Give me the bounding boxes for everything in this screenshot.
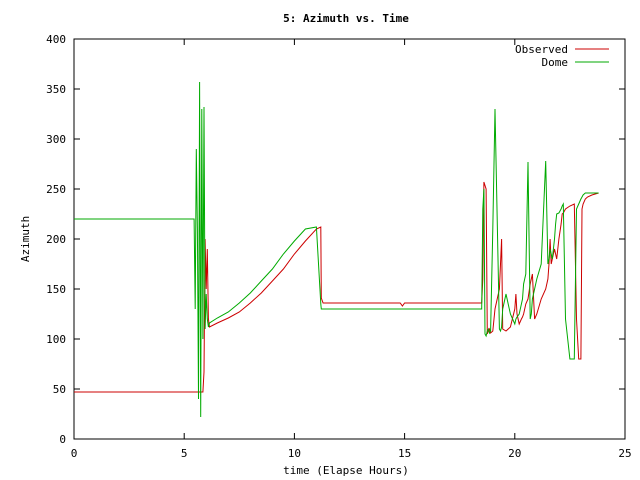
- legend-label-dome: Dome: [542, 56, 569, 69]
- x-tick-label: 15: [398, 447, 411, 460]
- x-tick-label: 25: [618, 447, 631, 460]
- y-tick-label: 400: [46, 33, 66, 46]
- chart-title: 5: Azimuth vs. Time: [283, 12, 409, 25]
- y-axis: 0 50 100 150 200 250 300 350 400: [46, 33, 625, 446]
- y-tick-label: 250: [46, 183, 66, 196]
- x-tick-label: 10: [288, 447, 301, 460]
- series-line-dome: [74, 81, 599, 418]
- series-layer: [74, 81, 599, 418]
- y-tick-label: 150: [46, 283, 66, 296]
- x-tick-label: 0: [71, 447, 78, 460]
- y-tick-label: 300: [46, 133, 66, 146]
- y-tick-label: 50: [53, 383, 66, 396]
- x-axis: 0 5 10 15 20 25: [71, 39, 632, 460]
- legend-label-observed: Observed: [515, 43, 568, 56]
- y-tick-label: 350: [46, 83, 66, 96]
- y-tick-label: 100: [46, 333, 66, 346]
- y-tick-label: 0: [59, 433, 66, 446]
- x-tick-label: 5: [181, 447, 188, 460]
- y-axis-label: Azimuth: [19, 216, 32, 262]
- x-tick-label: 20: [508, 447, 521, 460]
- y-tick-label: 200: [46, 233, 66, 246]
- series-line-observed: [74, 181, 599, 393]
- x-axis-label: time (Elapse Hours): [283, 464, 409, 477]
